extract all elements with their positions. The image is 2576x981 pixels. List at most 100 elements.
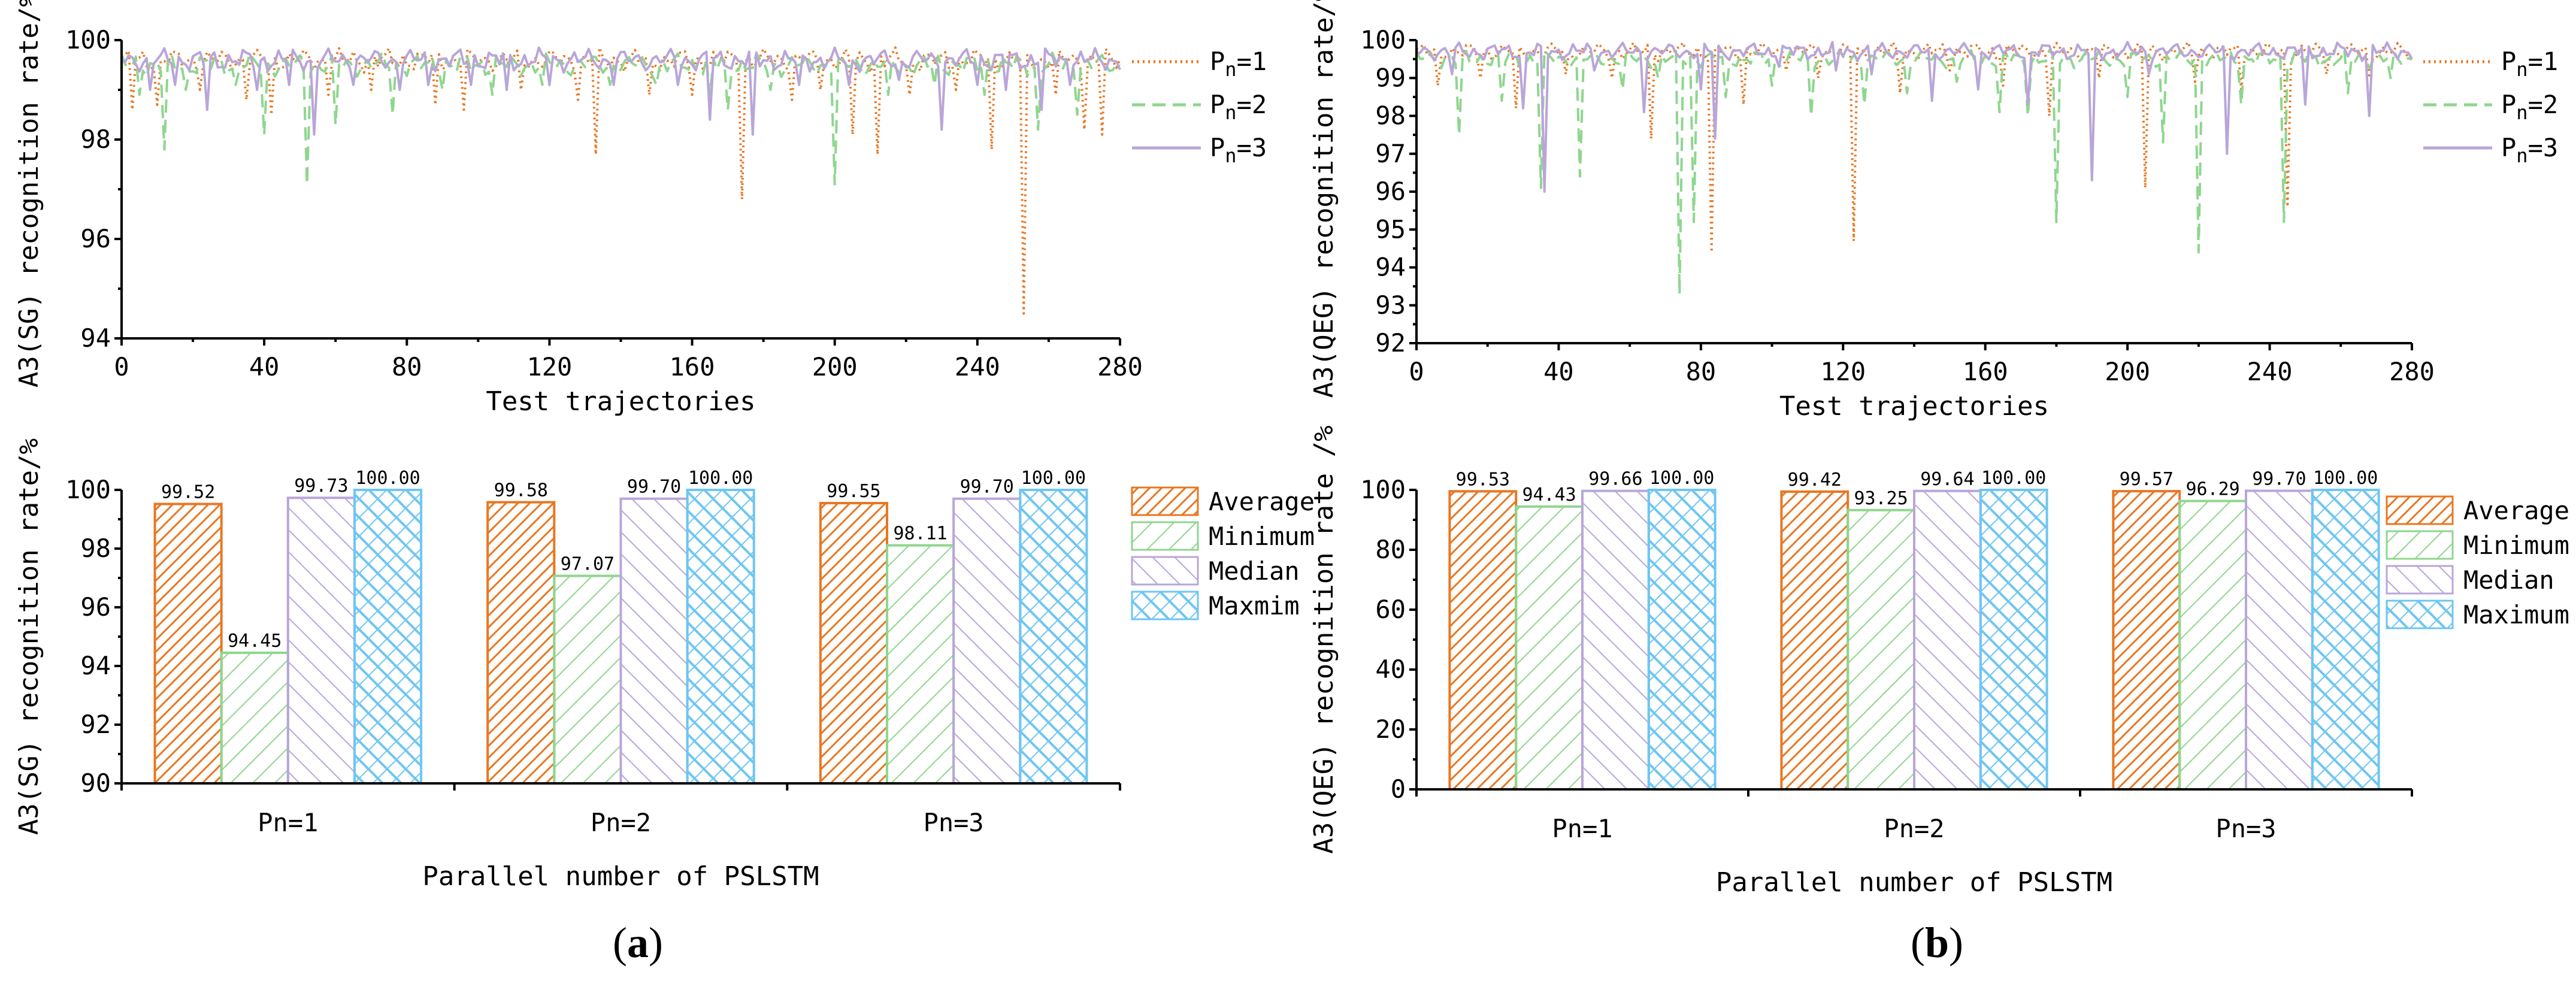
bar-average-2 — [486, 501, 556, 785]
x-tick-label: 40 — [249, 352, 280, 382]
y-tick-label: 92 — [80, 710, 111, 739]
x-axis-title: Parallel number of PSLSTM — [1716, 867, 2112, 898]
series-line-1 — [1416, 41, 2413, 254]
legend-label: Pn=3 — [2501, 133, 2558, 167]
x-tick-label: 120 — [1820, 357, 1866, 386]
y-tick-label: 95 — [1375, 214, 1406, 244]
x-tick-label: 40 — [1543, 357, 1574, 386]
y-tick-label: 99 — [1375, 63, 1406, 92]
legend-label: Average — [2463, 496, 2569, 525]
y-axis-title: A3(SG) recognition rate/% — [14, 438, 44, 835]
bar-value-label: 99.66 — [1588, 469, 1642, 490]
y-tick-label: 20 — [1375, 714, 1406, 744]
bar-value-label: 100.00 — [2313, 468, 2378, 489]
legend-label: Median — [2463, 565, 2554, 595]
y-tick-label: 100 — [1360, 25, 1406, 54]
y-tick-label: 96 — [1375, 177, 1406, 206]
x-tick-label: 80 — [392, 352, 422, 382]
bar-value-label: 99.52 — [161, 482, 215, 503]
y-tick-label: 98 — [80, 534, 111, 563]
legend-swatch — [1131, 556, 1199, 586]
x-tick-label: 120 — [526, 352, 572, 382]
legend-swatch — [2386, 530, 2454, 560]
x-tick-label: 280 — [2389, 357, 2435, 386]
legend: Average Minimum Median Maxmim — [1131, 486, 1315, 620]
y-tick-label: 90 — [80, 768, 111, 798]
category-label: Pn=3 — [2215, 814, 2276, 843]
bar-maxmim-1 — [353, 489, 423, 785]
bar-value-label: 100.00 — [1981, 468, 2046, 489]
x-tick-label: 80 — [1686, 357, 1717, 386]
y-tick-label: 100 — [65, 25, 111, 54]
legend-swatch — [1131, 521, 1199, 551]
bar-median-3 — [2245, 489, 2314, 791]
y-tick-label: 96 — [80, 224, 111, 253]
bar-value-label: 100.00 — [355, 468, 420, 489]
y-tick-label: 0 — [1391, 774, 1406, 804]
y-tick-label: 94 — [80, 323, 111, 353]
legend-label: Minimum — [1209, 522, 1315, 551]
bar-maximum-3 — [2311, 489, 2380, 791]
legend-label: Median — [1209, 556, 1300, 586]
bar-value-label: 100.00 — [688, 468, 753, 489]
category-label: Pn=2 — [591, 808, 651, 837]
panel-label-b: (b) — [1911, 919, 1963, 967]
bar-minimum-2 — [553, 574, 622, 785]
x-tick-label: 200 — [2105, 357, 2150, 386]
bar-value-label: 99.58 — [494, 480, 548, 501]
bar-value-label: 93.25 — [1854, 488, 1908, 509]
bar-median-2 — [619, 497, 689, 785]
y-tick-label: 98 — [80, 125, 111, 154]
x-tick-label: 0 — [114, 352, 129, 382]
legend-label: Pn=1 — [1210, 47, 1267, 81]
y-tick-label: 97 — [1375, 139, 1406, 168]
legend-label: Maximum — [2463, 600, 2569, 629]
y-tick-label: 92 — [1375, 328, 1406, 358]
bar-median-3 — [952, 497, 1022, 785]
x-tick-label: 280 — [1097, 352, 1143, 382]
category-label: Pn=2 — [1884, 814, 1944, 843]
bar-value-label: 98.11 — [893, 523, 947, 544]
bar-value-label: 94.43 — [1522, 485, 1576, 505]
legend-label: Pn=1 — [2501, 47, 2558, 81]
bar-average-1 — [1448, 490, 1518, 791]
bar-value-label: 99.57 — [2120, 469, 2174, 490]
legend-swatch — [2386, 565, 2454, 595]
y-tick-label: 80 — [1375, 535, 1406, 564]
bar-value-label: 100.00 — [1649, 468, 1714, 489]
bar-value-label: 99.73 — [294, 476, 348, 496]
x-tick-label: 160 — [1963, 357, 2008, 386]
y-axis-title: A3(QEG) recognition rate /% — [1309, 425, 1339, 853]
y-tick-label: 96 — [80, 592, 111, 622]
bar-median-2 — [1913, 489, 1982, 791]
y-tick-label: 94 — [80, 651, 111, 680]
bar-average-2 — [1780, 490, 1849, 791]
legend-label: Maxmim — [1209, 591, 1300, 620]
category-label: Pn=3 — [924, 808, 984, 837]
series-line-2 — [1415, 49, 2412, 295]
bar-value-label: 96.29 — [2185, 479, 2239, 500]
bar-value-label: 99.70 — [627, 477, 681, 498]
line-chart-b: 92 93 94 95 96 97 98 99 100 0 40 80 120 160 200 240 280 T… — [1360, 25, 2558, 422]
x-tick-label: 200 — [812, 352, 858, 382]
category-label: Pn=1 — [258, 808, 318, 837]
legend-swatch — [2386, 495, 2454, 525]
bar-value-label: 99.64 — [1920, 469, 1974, 490]
category-label: Pn=1 — [1552, 814, 1612, 843]
series-line-3 — [1416, 41, 2413, 193]
y-tick-label: 98 — [1375, 101, 1406, 131]
bar-value-label: 99.42 — [1788, 470, 1842, 490]
bar-minimum-3 — [2178, 499, 2247, 791]
bar-minimum-1 — [1515, 505, 1584, 791]
bar-median-1 — [1581, 489, 1650, 791]
bar-average-3 — [819, 502, 889, 785]
legend-swatch — [1131, 486, 1199, 516]
y-axis-title: A3(QEG) recognition rate/% — [1309, 0, 1339, 398]
bar-value-label: 99.55 — [827, 481, 880, 502]
legend-label: Pn=2 — [1210, 90, 1267, 124]
legend: Pn=1 Pn=2 Pn=3 — [2423, 47, 2558, 167]
bar-minimum-1 — [220, 651, 289, 785]
bar-minimum-3 — [886, 544, 955, 785]
series-line-2 — [120, 52, 1121, 186]
legend-label: Pn=2 — [2501, 90, 2558, 124]
